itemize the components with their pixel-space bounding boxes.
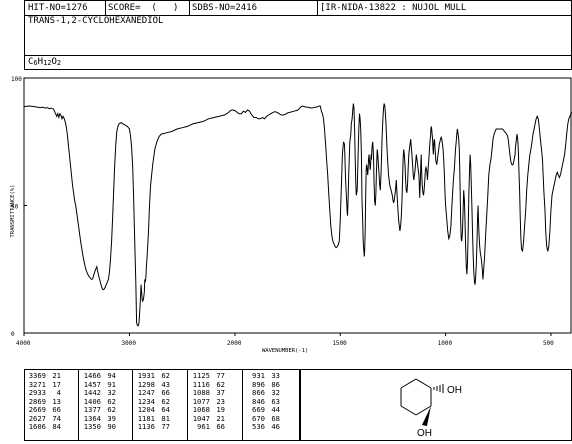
plot-frame xyxy=(24,78,571,333)
peak-transmittance: 90 xyxy=(104,423,116,432)
structure-box: OH OH xyxy=(300,369,572,441)
x-tick-label: 4000 xyxy=(16,340,31,347)
y-axis-label: TRANSMITTANCE(%) xyxy=(10,185,16,238)
peak-transmittance: 77 xyxy=(158,423,170,432)
peak-column-divider xyxy=(242,370,243,440)
peak-wavenumber: 961 xyxy=(192,423,210,432)
sdbs-number: SDBS-NO=2416 xyxy=(189,1,317,15)
x-tick-label: 1500 xyxy=(332,340,347,347)
peak-transmittance: 46 xyxy=(268,423,280,432)
hit-number: HIT-NO=1276 xyxy=(25,1,105,15)
compound-name: TRANS-1,2-CYCLOHEXANEDIOL xyxy=(28,16,163,26)
peak-wavenumber: 1606 xyxy=(28,423,46,432)
x-axis-label: WAVENUMBER(-1) xyxy=(262,348,308,354)
oh-label-top: OH xyxy=(447,385,462,396)
peak-column-divider xyxy=(78,370,79,440)
ring-bond xyxy=(416,379,431,388)
peak-wavenumber: 536 xyxy=(247,423,265,432)
x-tick-label: 2000 xyxy=(227,340,242,347)
peak-column-divider xyxy=(132,370,133,440)
ir-info-text: IR-NIDA-13822 : NUJOL MULL xyxy=(325,3,466,13)
formula-rule xyxy=(25,55,571,56)
ring-bond xyxy=(401,406,416,415)
peak-transmittance: 84 xyxy=(49,423,61,432)
ring-bond xyxy=(401,379,416,388)
molecular-formula: C6H12O2 xyxy=(28,57,61,67)
x-tick-label: 500 xyxy=(543,340,554,347)
header-box: HIT-NO=1276 SCORE= ( ) SDBS-NO=2416 [IR-… xyxy=(24,0,572,70)
y-tick-label: 0 xyxy=(11,331,15,338)
peak-wavenumber: 1136 xyxy=(137,423,155,432)
x-tick-label: 3000 xyxy=(122,340,137,347)
peak-column-divider xyxy=(187,370,188,440)
hash-bond-top xyxy=(434,384,443,393)
x-tick-label: 1000 xyxy=(438,340,453,347)
ir-info: [IR-NIDA-13822 : NUJOL MULL xyxy=(317,1,572,15)
score: SCORE= ( ) xyxy=(105,1,189,15)
y-tick-label: 100 xyxy=(11,76,22,83)
peak-wavenumber: 1350 xyxy=(83,423,101,432)
spectrum-line xyxy=(24,104,572,326)
molecule-structure: OH OH xyxy=(301,370,571,440)
oh-label-bottom: OH xyxy=(417,428,432,439)
peak-transmittance: 66 xyxy=(213,423,225,432)
